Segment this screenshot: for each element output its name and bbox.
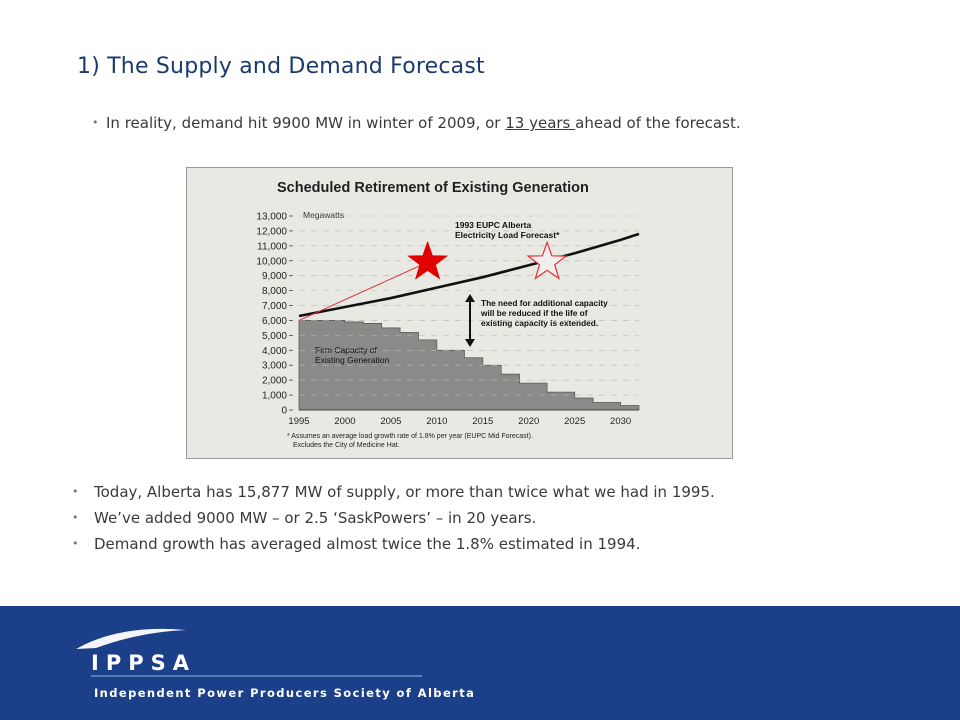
y-tick-label: 11,000	[257, 241, 287, 252]
load-forecast-line	[298, 232, 640, 318]
bullet-dot: •	[72, 537, 79, 550]
x-tick-label: 2015	[472, 416, 493, 427]
logo-subtitle: Independent Power Producers Society of A…	[94, 686, 476, 700]
bottom-bullet: • We’ve added 9000 MW – or 2.5 ‘SaskPower…	[72, 509, 932, 535]
chart-title: Scheduled Retirement of Existing Generat…	[277, 180, 589, 196]
arrow-up-icon	[465, 294, 475, 302]
slide-title: 1) The Supply and Demand Forecast	[77, 54, 485, 79]
chart-svg: Scheduled Retirement of Existing Generat…	[256, 180, 640, 449]
y-tick-label: 4,000	[262, 346, 287, 357]
x-tick-label: 2000	[334, 416, 355, 427]
arrow-down-icon	[465, 339, 475, 347]
firm-capacity-label: Firm Capacity of	[315, 345, 378, 355]
logo-swoosh-icon	[76, 628, 186, 649]
y-tick-label: 6,000	[262, 316, 287, 327]
y-tick-label: 0	[281, 406, 287, 417]
y-tick-label: 13,000	[256, 212, 287, 223]
actual-demand-star-icon	[407, 240, 449, 280]
top-bullet-text-before: In reality, demand hit 9900 MW in winter…	[106, 114, 506, 132]
bottom-bullet-text: Demand growth has averaged almost twice …	[94, 535, 641, 553]
top-bullet: • In reality, demand hit 9900 MW in winte…	[92, 114, 912, 132]
bottom-bullet-text: We’ve added 9000 MW – or 2.5 ‘SaskPowers…	[94, 509, 537, 527]
y-tick-label: 3,000	[262, 361, 287, 372]
y-tick-label: 10,000	[256, 256, 287, 267]
x-tick-label: 1995	[288, 416, 309, 427]
bullet-dot: •	[72, 511, 79, 524]
y-tick-label: 1,000	[262, 391, 287, 402]
actual-demand-line	[298, 261, 428, 321]
capacity-need-annotation: The need for additional capacity	[481, 298, 608, 308]
y-tick-label: 2,000	[262, 376, 287, 387]
x-tick-label: 2025	[564, 416, 585, 427]
forecast-demand-star-icon	[526, 240, 568, 280]
logo-name: IPPSA	[91, 651, 196, 675]
load-forecast-label: Electricity Load Forecast*	[455, 230, 560, 240]
y-tick-label: 8,000	[262, 286, 287, 297]
load-forecast-label: 1993 EUPC Alberta	[455, 220, 531, 230]
bullet-dot: •	[72, 485, 79, 498]
bottom-bullet: • Demand growth has averaged almost twice…	[72, 535, 932, 561]
chart-footnote: * Assumes an average load growth rate of…	[287, 433, 533, 440]
y-tick-label: 7,000	[262, 301, 287, 312]
footer-band	[0, 606, 960, 720]
bottom-bullet: • Today, Alberta has 15,877 MW of supply,…	[72, 483, 932, 509]
y-axis-label: Megawatts	[303, 210, 344, 220]
y-tick-label: 5,000	[262, 331, 287, 342]
capacity-need-annotation: existing capacity is extended.	[481, 318, 598, 328]
top-bullet-underlined: 13 years	[505, 114, 576, 132]
top-bullet-text-after: ahead of the forecast.	[575, 114, 741, 132]
x-tick-label: 2030	[610, 416, 631, 427]
capacity-need-annotation: will be reduced if the life of	[480, 308, 588, 318]
x-tick-label: 2005	[380, 416, 401, 427]
x-tick-label: 2010	[426, 416, 447, 427]
bottom-bullet-list: • Today, Alberta has 15,877 MW of supply,…	[72, 483, 932, 561]
firm-capacity-label: Existing Generation	[315, 355, 389, 365]
y-tick-label: 9,000	[262, 271, 287, 282]
x-tick-label: 2020	[518, 416, 539, 427]
bottom-bullet-text: Today, Alberta has 15,877 MW of supply, …	[94, 483, 715, 501]
bullet-dot: •	[92, 116, 99, 129]
y-tick-label: 12,000	[256, 226, 287, 237]
footer-decoration	[76, 628, 422, 677]
chart-image: Scheduled Retirement of Existing Generat…	[186, 167, 733, 459]
chart-footnote: Excludes the City of Medicine Hat.	[293, 442, 400, 449]
